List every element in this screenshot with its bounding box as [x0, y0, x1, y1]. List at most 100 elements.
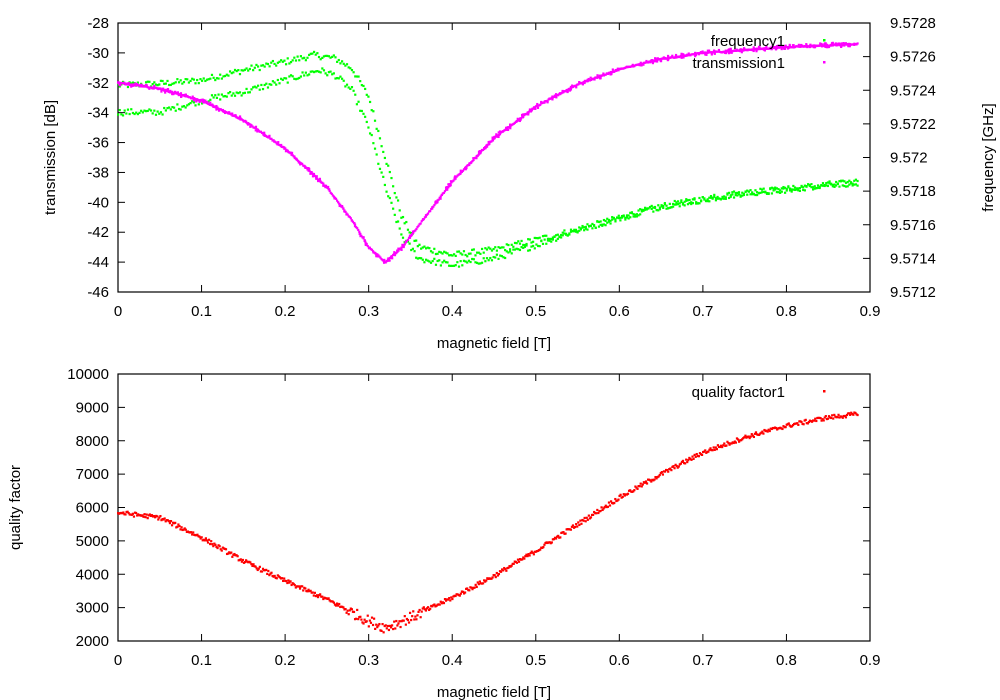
y-tick-label: 10000 [67, 366, 109, 383]
data-point [387, 259, 390, 262]
data-point [381, 622, 384, 626]
data-point [591, 513, 595, 516]
data-point [652, 210, 655, 213]
data-point [411, 247, 414, 250]
data-point [296, 55, 299, 58]
data-point [599, 223, 602, 226]
data-point [849, 181, 853, 184]
data-point [327, 185, 330, 189]
data-point [245, 67, 248, 70]
data-point [574, 228, 578, 231]
data-point [169, 108, 172, 111]
data-point [442, 191, 446, 194]
data-point [238, 91, 242, 94]
data-point [352, 71, 355, 74]
data-point [832, 417, 835, 420]
data-point [220, 549, 223, 552]
data-point [342, 62, 345, 65]
data-point [247, 69, 250, 72]
data-point [499, 246, 502, 250]
data-point [772, 189, 775, 192]
data-point [762, 190, 765, 193]
data-point [604, 73, 607, 76]
data-point [304, 587, 307, 590]
data-point [156, 84, 159, 87]
data-point [465, 166, 468, 170]
data-point [242, 69, 245, 72]
data-point [332, 601, 336, 604]
data-point [639, 61, 642, 64]
data-point [645, 208, 648, 211]
data-point [470, 586, 473, 589]
data-point [757, 191, 760, 195]
data-point [530, 241, 533, 244]
data-point [462, 250, 466, 253]
data-point [504, 568, 507, 571]
data-point [333, 197, 336, 200]
data-point [849, 413, 852, 416]
data-point [660, 471, 663, 474]
data-point [375, 153, 378, 156]
data-point [319, 180, 322, 183]
data-point [550, 240, 553, 243]
y-tick-label: 9000 [76, 399, 109, 416]
data-point [815, 419, 818, 423]
data-point [564, 232, 568, 235]
data-point [824, 415, 827, 418]
data-point [344, 85, 347, 88]
data-point [476, 154, 479, 158]
data-point [644, 208, 647, 211]
data-point [635, 213, 638, 216]
data-point [440, 193, 443, 197]
data-point [166, 88, 170, 91]
data-point [429, 250, 433, 253]
data-point [536, 102, 539, 106]
data-point [209, 542, 212, 546]
data-point [334, 604, 338, 607]
data-point [344, 608, 347, 611]
data-point [397, 247, 400, 250]
data-point [816, 184, 820, 187]
data-point [810, 420, 814, 423]
data-point [214, 78, 217, 82]
y2-tick-label: 9.5716 [890, 217, 936, 234]
data-point [752, 49, 755, 53]
data-point [368, 247, 371, 250]
data-point [417, 610, 420, 614]
data-point [258, 88, 261, 91]
data-point [357, 100, 360, 103]
data-point [337, 604, 340, 607]
data-point [202, 99, 205, 102]
data-point [196, 533, 199, 536]
data-point [350, 68, 354, 72]
data-point [498, 133, 502, 136]
data-point [563, 232, 566, 235]
data-point [420, 610, 423, 613]
data-point [611, 216, 614, 219]
data-point [505, 243, 508, 246]
data-point [251, 564, 254, 568]
data-point [614, 218, 617, 221]
data-point [720, 51, 724, 54]
data-point [521, 116, 524, 119]
data-point [220, 77, 223, 80]
data-point [240, 560, 243, 563]
data-point [237, 69, 240, 72]
data-point [564, 90, 567, 93]
data-point [737, 193, 741, 196]
data-point [250, 563, 253, 566]
data-point [651, 59, 655, 62]
data-point [568, 87, 571, 91]
data-point [266, 86, 270, 89]
data-point [490, 249, 494, 252]
data-point [528, 554, 531, 557]
data-point [729, 51, 732, 54]
data-point [286, 81, 289, 84]
data-point [250, 64, 253, 67]
data-point [248, 91, 251, 94]
data-point [609, 222, 612, 225]
data-point [520, 113, 524, 117]
data-point [840, 45, 843, 49]
data-point [507, 566, 510, 569]
data-point [532, 244, 535, 248]
